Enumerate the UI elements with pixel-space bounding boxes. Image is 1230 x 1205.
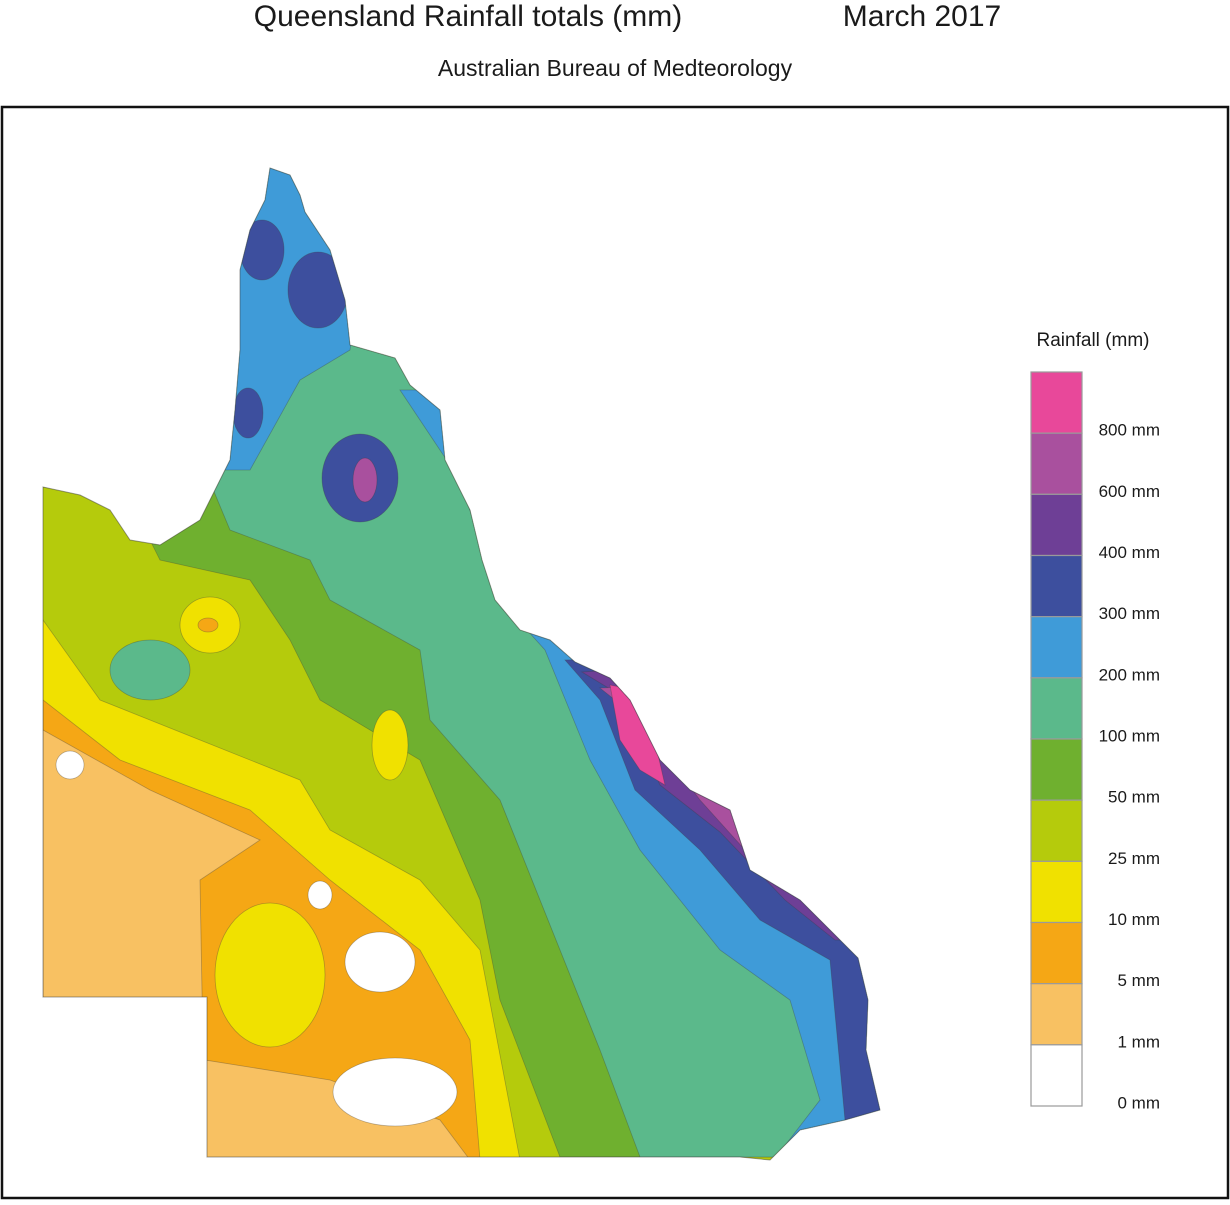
zone xyxy=(332,1057,458,1127)
legend-label: 1 mm xyxy=(1118,1032,1161,1051)
legend-swatch xyxy=(1030,371,1083,434)
legend-swatch xyxy=(1030,493,1083,557)
legend-label: 25 mm xyxy=(1108,849,1160,868)
legend-swatch xyxy=(1030,860,1083,924)
legend-swatch xyxy=(1030,432,1083,495)
zone xyxy=(197,617,219,633)
legend-swatch xyxy=(1030,738,1083,801)
legend-label: 50 mm xyxy=(1108,788,1160,807)
zone xyxy=(109,639,191,701)
legend-swatch xyxy=(1030,921,1083,985)
legend: 800 mm 600 mm 400 mm 300 mm 200 mm 100 mm 50 m… xyxy=(1030,371,1161,1112)
zone xyxy=(232,387,264,439)
legend-swatch xyxy=(1030,983,1083,1046)
zone xyxy=(371,709,409,781)
legend-swatch xyxy=(1030,554,1083,618)
rainfall-zones xyxy=(43,168,880,1160)
map-frame xyxy=(0,105,1230,1200)
zone xyxy=(352,457,378,503)
legend-label: 600 mm xyxy=(1099,482,1160,501)
legend-label: 300 mm xyxy=(1099,604,1160,623)
legend-label: 800 mm xyxy=(1099,421,1160,440)
legend-title: Rainfall (mm) xyxy=(1037,330,1150,351)
legend-swatch xyxy=(1030,677,1083,740)
legend-label: 5 mm xyxy=(1118,971,1161,990)
subtitle: Australian Bureau of Medteorology xyxy=(438,55,793,81)
legend-label: 0 mm xyxy=(1118,1093,1161,1112)
legend-swatch xyxy=(1030,799,1083,862)
zone xyxy=(307,880,333,910)
date: March 2017 xyxy=(843,0,1001,33)
zone xyxy=(287,251,349,329)
legend-label: 10 mm xyxy=(1108,910,1160,929)
zone xyxy=(214,902,326,1048)
legend-swatch xyxy=(1030,1044,1083,1107)
legend-label: 400 mm xyxy=(1099,543,1160,562)
title: Queensland Rainfall totals (mm) xyxy=(254,0,683,33)
zone xyxy=(344,931,416,993)
legend-swatch xyxy=(1030,616,1083,679)
legend-label: 100 mm xyxy=(1099,726,1160,745)
zone xyxy=(55,750,85,780)
legend-label: 200 mm xyxy=(1099,665,1160,684)
zone xyxy=(239,219,285,281)
